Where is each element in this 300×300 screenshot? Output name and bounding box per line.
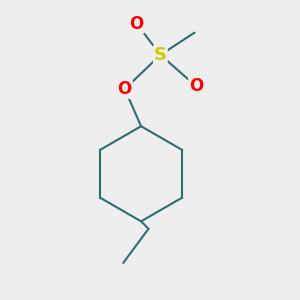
Text: O: O [189, 77, 203, 95]
Text: O: O [130, 15, 144, 33]
Text: O: O [118, 80, 132, 98]
Text: S: S [154, 46, 167, 64]
